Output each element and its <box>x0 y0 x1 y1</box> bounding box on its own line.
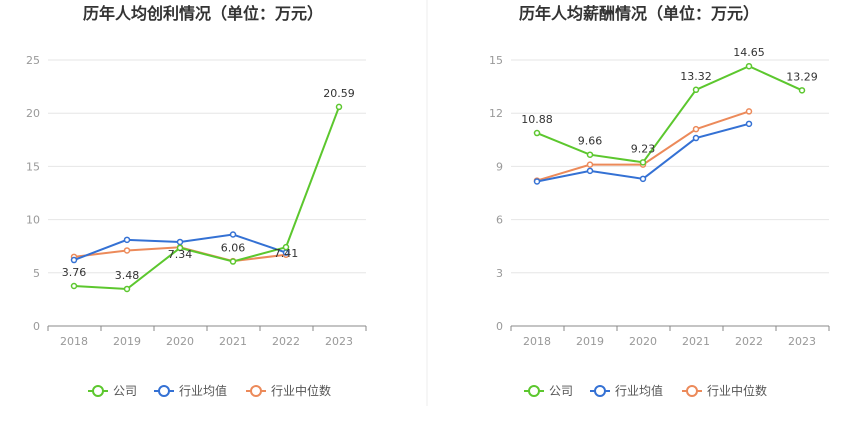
data-point[interactable] <box>533 129 541 137</box>
legend-marker <box>250 385 262 397</box>
x-tick-label: 2022 <box>735 335 763 348</box>
data-point[interactable] <box>533 178 541 185</box>
legend-label: 行业中位数 <box>707 383 767 398</box>
x-tick-label: 2018 <box>60 335 88 348</box>
data-point[interactable] <box>123 247 131 254</box>
data-point[interactable] <box>639 175 647 183</box>
data-point[interactable] <box>639 159 647 166</box>
data-label: 10.88 <box>521 113 553 126</box>
data-point[interactable] <box>586 161 594 168</box>
chart-profit: 历年人均创利情况（单位：万元） 0 5 10 15 20 25 2018 2019 2020 202… <box>26 4 367 398</box>
data-point[interactable] <box>692 134 700 142</box>
x-tick-label: 2020 <box>629 335 657 348</box>
legend-label: 公司 <box>549 384 573 398</box>
data-point[interactable] <box>229 231 237 238</box>
y-tick-label: 0 <box>496 320 503 333</box>
legend-item-1[interactable]: 行业均值 <box>154 383 227 398</box>
data-point[interactable] <box>176 238 184 246</box>
series-line-0 <box>73 106 340 290</box>
data-point[interactable] <box>586 167 594 175</box>
chart-salary: 历年人均薪酬情况（单位：万元） 0 3 6 9 12 15 2018 2019 2020 2021 2… <box>489 4 830 398</box>
data-point[interactable] <box>282 243 290 251</box>
data-point[interactable] <box>745 108 753 115</box>
data-label: 7.34 <box>168 248 193 261</box>
data-point[interactable] <box>745 120 753 128</box>
legend-item-1[interactable]: 行业均值 <box>590 383 663 398</box>
x-tick-label: 2019 <box>576 335 604 348</box>
legend-item-2[interactable]: 行业中位数 <box>682 383 767 398</box>
data-label: 14.65 <box>733 46 765 59</box>
y-tick-label: 20 <box>26 107 40 120</box>
x-tick-label: 2023 <box>325 335 353 348</box>
y-tick-label: 15 <box>26 160 40 173</box>
legend-marker <box>528 385 540 397</box>
x-tick-label: 2023 <box>788 335 816 348</box>
data-point[interactable] <box>123 285 131 293</box>
chart-title: 历年人均创利情况（单位：万元） <box>83 4 323 23</box>
x-tick-label: 2019 <box>113 335 141 348</box>
y-tick-label: 15 <box>489 54 503 67</box>
y-tick-label: 12 <box>489 107 503 120</box>
y-tick-label: 6 <box>496 214 503 227</box>
data-point[interactable] <box>586 151 594 158</box>
series-line-0 <box>536 65 803 164</box>
legend-label: 行业中位数 <box>271 383 331 398</box>
legend-label: 公司 <box>113 384 137 398</box>
data-label: 3.48 <box>115 269 140 282</box>
y-tick-label: 9 <box>496 160 503 173</box>
x-tick-label: 2020 <box>166 335 194 348</box>
y-tick-label: 0 <box>33 320 40 333</box>
chart-title: 历年人均薪酬情况（单位：万元） <box>519 4 759 23</box>
data-label: 6.06 <box>221 242 246 255</box>
data-label: 9.23 <box>631 142 656 155</box>
y-tick-label: 25 <box>26 54 40 67</box>
legend-label: 行业均值 <box>179 383 227 398</box>
data-label: 13.32 <box>680 70 712 83</box>
data-point[interactable] <box>692 125 700 133</box>
legend-marker <box>92 385 104 397</box>
data-label: 13.29 <box>786 70 818 83</box>
data-label: 9.66 <box>578 135 603 148</box>
legend-marker <box>686 385 698 397</box>
data-point[interactable] <box>176 244 184 252</box>
legend-marker <box>158 385 170 397</box>
legend-label: 行业均值 <box>615 383 663 398</box>
legend-marker <box>594 385 606 397</box>
legend-item-0[interactable]: 公司 <box>524 384 573 398</box>
data-label: 3.76 <box>62 266 87 279</box>
x-tick-label: 2018 <box>523 335 551 348</box>
y-tick-label: 3 <box>496 267 503 280</box>
data-point[interactable] <box>745 62 753 70</box>
y-tick-label: 5 <box>33 267 40 280</box>
data-point[interactable] <box>123 236 131 244</box>
data-label: 20.59 <box>323 87 355 100</box>
data-point[interactable] <box>229 258 237 265</box>
data-point[interactable] <box>692 86 700 94</box>
data-point[interactable] <box>70 282 78 290</box>
x-tick-label: 2022 <box>272 335 300 348</box>
x-tick-label: 2021 <box>682 335 710 348</box>
y-tick-label: 10 <box>26 214 40 227</box>
legend-item-0[interactable]: 公司 <box>88 384 137 398</box>
data-point[interactable] <box>335 103 343 111</box>
legend-item-2[interactable]: 行业中位数 <box>246 383 331 398</box>
data-point[interactable] <box>70 256 78 264</box>
x-tick-label: 2021 <box>219 335 247 348</box>
data-point[interactable] <box>798 87 806 94</box>
data-label: 7.41 <box>274 247 299 260</box>
